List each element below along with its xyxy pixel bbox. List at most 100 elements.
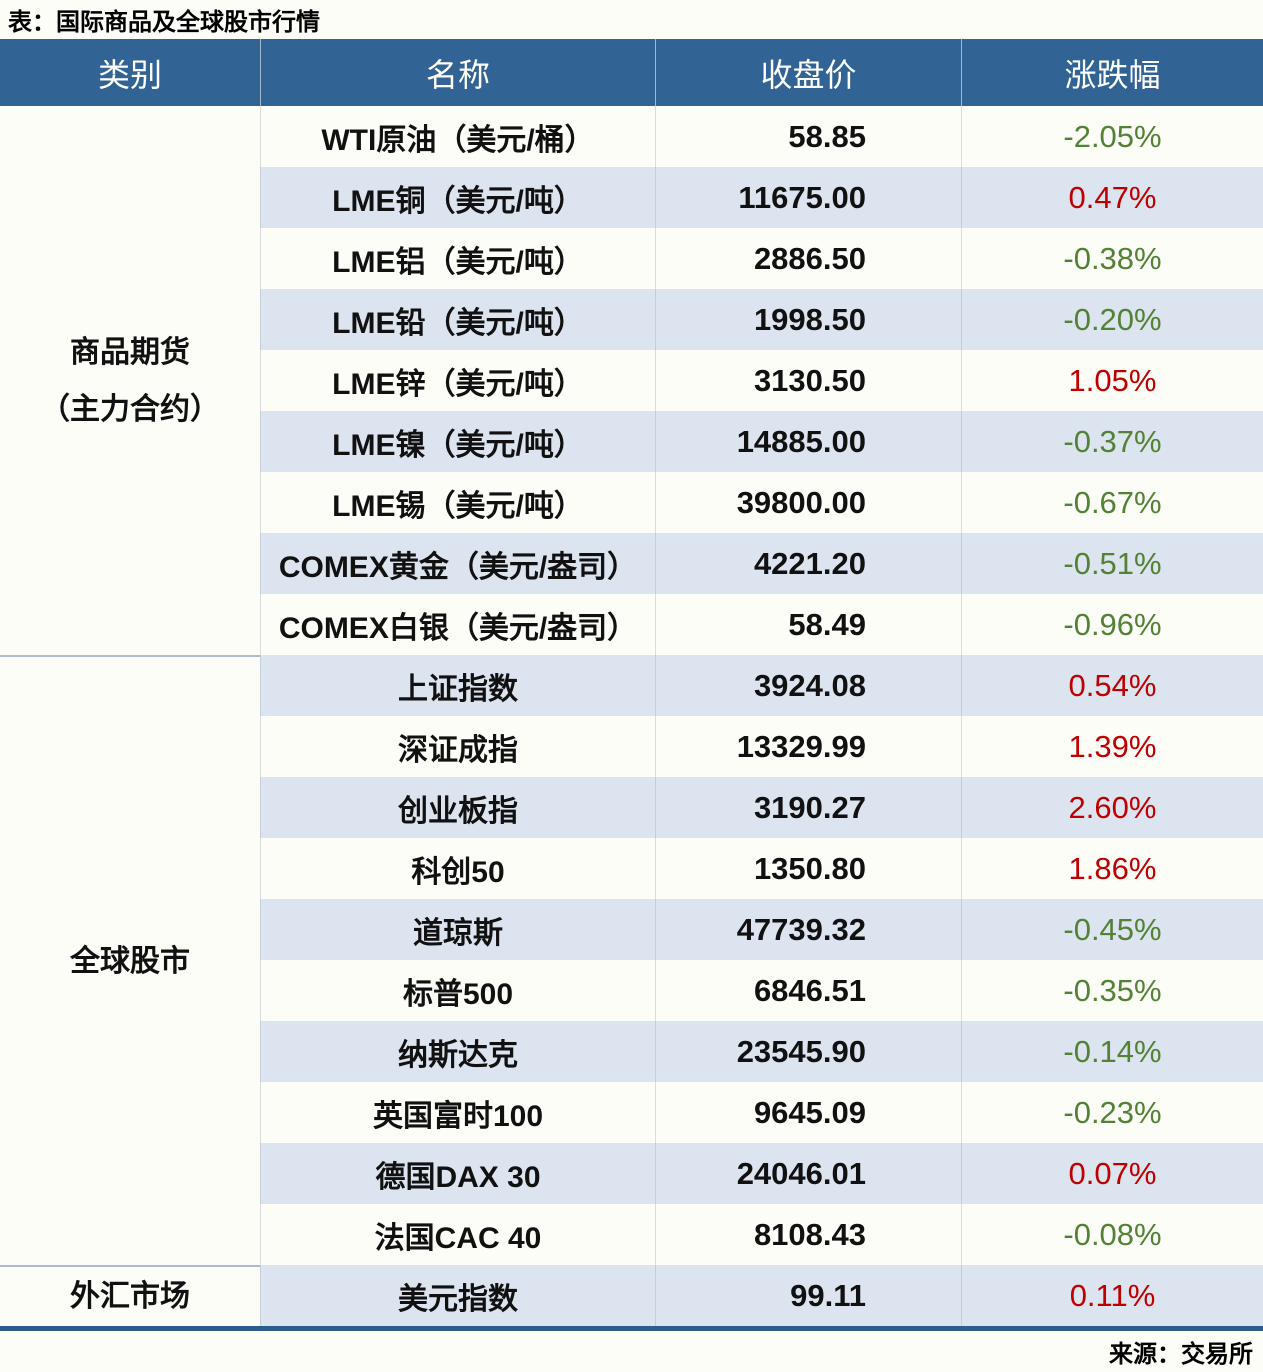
change-pct-cell: -0.23% (961, 1082, 1263, 1143)
table-row: LME铝（美元/吨） 2886.50 -0.38% (260, 228, 1263, 289)
name-cell: LME铜（美元/吨） (260, 167, 655, 228)
close-price-cell: 6846.51 (655, 960, 961, 1021)
header-cell-name: 名称 (260, 39, 655, 106)
table-row: 标普500 6846.51 -0.35% (260, 960, 1263, 1021)
section-rows: WTI原油（美元/桶） 58.85 -2.05% LME铜（美元/吨） 11675.00… (260, 106, 1263, 655)
table-bottom-border (0, 1326, 1263, 1331)
table-row: 德国DAX 30 24046.01 0.07% (260, 1143, 1263, 1204)
table-row: 创业板指 3190.27 2.60% (260, 777, 1263, 838)
category-cell: 外汇市场 (0, 1265, 260, 1326)
table-row: 美元指数 99.11 0.11% (260, 1265, 1263, 1326)
close-price-cell: 99.11 (655, 1265, 961, 1326)
header-cell-close: 收盘价 (655, 39, 961, 106)
change-pct-cell: -0.51% (961, 533, 1263, 594)
change-pct-cell: 0.47% (961, 167, 1263, 228)
table-header: 类别 名称 收盘价 涨跌幅 (0, 39, 1263, 106)
table-row: 科创50 1350.80 1.86% (260, 838, 1263, 899)
table-body: 商品期货 （主力合约） WTI原油（美元/桶） 58.85 -2.05% LME铜（美元… (0, 106, 1263, 1326)
change-pct-cell: -0.37% (961, 411, 1263, 472)
change-pct-cell: -0.14% (961, 1021, 1263, 1082)
close-price-cell: 13329.99 (655, 716, 961, 777)
close-price-cell: 23545.90 (655, 1021, 961, 1082)
change-pct-cell: 0.11% (961, 1265, 1263, 1326)
change-pct-cell: -0.38% (961, 228, 1263, 289)
close-price-cell: 39800.00 (655, 472, 961, 533)
close-price-cell: 2886.50 (655, 228, 961, 289)
close-price-cell: 58.85 (655, 106, 961, 167)
section-rows: 上证指数 3924.08 0.54% 深证成指 13329.99 1.39% 创业板指 319… (260, 655, 1263, 1265)
change-pct-cell: -2.05% (961, 106, 1263, 167)
table-row: LME锌（美元/吨） 3130.50 1.05% (260, 350, 1263, 411)
close-price-cell: 3190.27 (655, 777, 961, 838)
table-row: LME铅（美元/吨） 1998.50 -0.20% (260, 289, 1263, 350)
change-pct-cell: -0.45% (961, 899, 1263, 960)
table-row: 深证成指 13329.99 1.39% (260, 716, 1263, 777)
category-cell: 全球股市 (0, 655, 260, 1265)
name-cell: LME镍（美元/吨） (260, 411, 655, 472)
change-pct-cell: -0.67% (961, 472, 1263, 533)
table-section: 商品期货 （主力合约） WTI原油（美元/桶） 58.85 -2.05% LME铜（美元… (0, 106, 1263, 655)
name-cell: 上证指数 (260, 655, 655, 716)
name-cell: LME锌（美元/吨） (260, 350, 655, 411)
name-cell: 英国富时100 (260, 1082, 655, 1143)
name-cell: COMEX黄金（美元/盎司） (260, 533, 655, 594)
close-price-cell: 1998.50 (655, 289, 961, 350)
source-label: 来源：交易所 (1109, 1341, 1253, 1368)
change-pct-cell: 2.60% (961, 777, 1263, 838)
table-row: 道琼斯 47739.32 -0.45% (260, 899, 1263, 960)
table-section: 外汇市场 美元指数 99.11 0.11% (0, 1265, 1263, 1326)
change-pct-cell: -0.96% (961, 594, 1263, 655)
table-row: COMEX白银（美元/盎司） 58.49 -0.96% (260, 594, 1263, 655)
table-section: 全球股市 上证指数 3924.08 0.54% 深证成指 13329.99 1.39% 创业板… (0, 655, 1263, 1265)
name-cell: 创业板指 (260, 777, 655, 838)
close-price-cell: 58.49 (655, 594, 961, 655)
name-cell: 标普500 (260, 960, 655, 1021)
close-price-cell: 8108.43 (655, 1204, 961, 1265)
name-cell: 科创50 (260, 838, 655, 899)
table-row: LME镍（美元/吨） 14885.00 -0.37% (260, 411, 1263, 472)
name-cell: 法国CAC 40 (260, 1204, 655, 1265)
change-pct-cell: -0.08% (961, 1204, 1263, 1265)
close-price-cell: 47739.32 (655, 899, 961, 960)
name-cell: 深证成指 (260, 716, 655, 777)
table-row: COMEX黄金（美元/盎司） 4221.20 -0.51% (260, 533, 1263, 594)
name-cell: 纳斯达克 (260, 1021, 655, 1082)
close-price-cell: 3924.08 (655, 655, 961, 716)
table-row: LME锡（美元/吨） 39800.00 -0.67% (260, 472, 1263, 533)
name-cell: 道琼斯 (260, 899, 655, 960)
name-cell: 德国DAX 30 (260, 1143, 655, 1204)
close-price-cell: 24046.01 (655, 1143, 961, 1204)
close-price-cell: 14885.00 (655, 411, 961, 472)
table-row: 纳斯达克 23545.90 -0.14% (260, 1021, 1263, 1082)
change-pct-cell: 1.86% (961, 838, 1263, 899)
market-table: 类别 名称 收盘价 涨跌幅 商品期货 （主力合约） WTI原油（美元/桶） 58.8… (0, 39, 1263, 1331)
header-cell-category: 类别 (97, 56, 162, 93)
change-pct-cell: 1.39% (961, 716, 1263, 777)
name-cell: 美元指数 (260, 1265, 655, 1326)
close-price-cell: 9645.09 (655, 1082, 961, 1143)
table-row: 英国富时100 9645.09 -0.23% (260, 1082, 1263, 1143)
change-pct-cell: 1.05% (961, 350, 1263, 411)
table-row: LME铜（美元/吨） 11675.00 0.47% (260, 167, 1263, 228)
name-cell: LME锡（美元/吨） (260, 472, 655, 533)
name-cell: LME铝（美元/吨） (260, 228, 655, 289)
header-cell-change: 涨跌幅 (961, 39, 1263, 106)
change-pct-cell: -0.20% (961, 289, 1263, 350)
section-rows: 美元指数 99.11 0.11% (260, 1265, 1263, 1326)
change-pct-cell: -0.35% (961, 960, 1263, 1021)
name-cell: LME铅（美元/吨） (260, 289, 655, 350)
close-price-cell: 4221.20 (655, 533, 961, 594)
name-cell: WTI原油（美元/桶） (260, 106, 655, 167)
change-pct-cell: 0.07% (961, 1143, 1263, 1204)
close-price-cell: 11675.00 (655, 167, 961, 228)
table-row: 上证指数 3924.08 0.54% (260, 655, 1263, 716)
change-pct-cell: 0.54% (961, 655, 1263, 716)
close-price-cell: 3130.50 (655, 350, 961, 411)
table-row: 法国CAC 40 8108.43 -0.08% (260, 1204, 1263, 1265)
table-row: WTI原油（美元/桶） 58.85 -2.05% (260, 106, 1263, 167)
close-price-cell: 1350.80 (655, 838, 961, 899)
page-title: 表：国际商品及全球股市行情 (8, 9, 320, 36)
name-cell: COMEX白银（美元/盎司） (260, 594, 655, 655)
category-cell: 商品期货 （主力合约） (40, 335, 220, 426)
